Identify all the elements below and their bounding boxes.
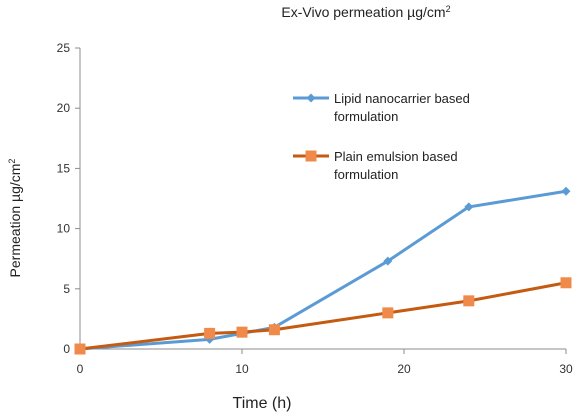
y-tick-label: 25 [57, 41, 71, 55]
legend-label: Plain emulsion based [334, 149, 458, 164]
data-point [561, 186, 571, 196]
series-line [79, 189, 567, 351]
data-point [464, 202, 474, 212]
x-tick-labels: 0 10 20 30 [77, 362, 573, 376]
chart-title-text: Ex-Vivo permeation µg/cm [281, 4, 445, 20]
data-point [383, 256, 393, 266]
x-tick-label: 10 [235, 362, 249, 376]
legend-label: formulation [334, 167, 398, 182]
x-tick-label: 30 [559, 362, 573, 376]
y-tick-label: 0 [63, 342, 70, 356]
y-tick-label: 15 [57, 161, 71, 175]
y-tick-label: 5 [63, 282, 70, 296]
axes [75, 47, 567, 354]
data-point [236, 326, 248, 338]
y-axis-title-text: Permeation µg/cm [7, 164, 23, 278]
chart-title-superscript: 2 [446, 4, 451, 14]
legend-item: Plain emulsion based formulation [293, 149, 458, 182]
y-tick-label: 20 [57, 101, 71, 115]
legend-label: formulation [334, 109, 398, 124]
series-2 [74, 277, 572, 355]
series-layer [74, 186, 572, 355]
legend-swatch-marker [306, 93, 316, 103]
x-tick-label: 20 [397, 362, 411, 376]
y-tick-labels: 0 5 10 15 20 25 [57, 41, 71, 356]
legend-swatch-marker [305, 150, 317, 162]
data-point [204, 327, 216, 339]
data-point [463, 295, 475, 307]
data-point [268, 324, 280, 336]
y-tick-label: 10 [57, 222, 71, 236]
legend-item: Lipid nanocarrier based formulation [293, 91, 470, 124]
x-axis-title: Time (h) [233, 395, 292, 412]
y-axis-title-superscript: 2 [7, 159, 17, 164]
data-point [560, 277, 572, 289]
chart-title: Ex-Vivo permeation µg/cm2 [281, 4, 450, 20]
y-axis-title: Permeation µg/cm2 [7, 159, 23, 278]
data-point [382, 307, 394, 319]
series-1 [75, 186, 571, 354]
legend: Lipid nanocarrier basedformulationPlain … [293, 91, 470, 182]
legend-label: Lipid nanocarrier based [334, 91, 470, 106]
data-point [74, 343, 86, 355]
x-tick-label: 0 [77, 362, 84, 376]
series-line [79, 281, 567, 351]
